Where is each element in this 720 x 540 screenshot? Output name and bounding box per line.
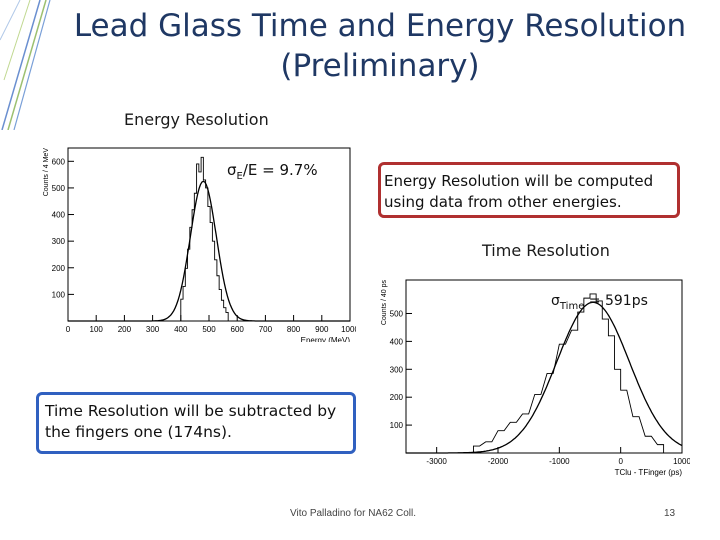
energy-xtick-label: 300 xyxy=(146,325,160,334)
energy-histogram-chart: 0 100 200 300 400 500 600 700 800 900 1000 100 200 30… xyxy=(43,147,356,342)
energy-sigma-value: /E = 9.7% xyxy=(242,161,318,179)
footer-author: Vito Palladino for NA62 Coll. xyxy=(290,508,416,519)
energy-ytick-label: 600 xyxy=(52,157,66,166)
time-ytick-label: 400 xyxy=(390,337,404,346)
energy-ytick-label: 100 xyxy=(52,290,66,299)
slide-title-line2: (Preliminary) xyxy=(280,48,480,84)
page-number: 13 xyxy=(664,508,676,519)
time-sigma-subscript: Time xyxy=(559,300,585,312)
time-note-box: Time Resolution will be subtracted by th… xyxy=(36,392,356,454)
energy-ytick-label: 400 xyxy=(52,211,66,220)
energy-xtick-label: 800 xyxy=(287,325,301,334)
time-ytick-label: 200 xyxy=(390,393,404,402)
time-xtick-label: 0 xyxy=(618,457,623,466)
time-xlabel: TClu - TFinger (ps) xyxy=(615,468,683,477)
time-ylabel: Counts / 40 ps xyxy=(381,280,388,326)
slide-title-line1: Lead Glass Time and Energy Resolution xyxy=(73,8,687,44)
energy-frame xyxy=(67,147,351,322)
slide-title: Lead Glass Time and Energy Resolution (P… xyxy=(40,6,720,86)
energy-xtick-label: 0 xyxy=(66,325,71,334)
energy-xtick-label: 200 xyxy=(118,325,132,334)
time-ytick-label: 100 xyxy=(390,421,404,430)
time-xtick-label: 1000 xyxy=(673,457,690,466)
energy-sigma-subscript: E xyxy=(236,171,243,182)
time-sigma-value: = 591ps xyxy=(584,293,648,309)
time-histogram-chart: -3000 -2000 -1000 0 1000 100 200 300 400 500 TClu … xyxy=(381,279,690,477)
time-ytick-label: 500 xyxy=(390,309,404,318)
energy-ytick-label: 200 xyxy=(52,264,66,273)
decorative-corner-lines xyxy=(0,0,51,130)
time-resolution-heading: Time Resolution xyxy=(482,241,610,260)
time-xtick-label: -1000 xyxy=(549,457,570,466)
time-sigma-label: σTime = 591ps xyxy=(551,293,648,312)
time-xtick-label: -3000 xyxy=(426,457,447,466)
energy-ylabel: Counts / 4 MeV xyxy=(43,148,50,197)
time-frame xyxy=(405,279,683,454)
time-sigma-symbol: σ xyxy=(551,293,560,309)
time-ytick-label: 300 xyxy=(390,365,404,374)
energy-xtick-label: 400 xyxy=(174,325,188,334)
energy-xtick-label: 900 xyxy=(315,325,329,334)
energy-note-box: Energy Resolution will be computed using… xyxy=(378,162,680,218)
energy-ytick-label: 500 xyxy=(52,184,66,193)
energy-ytick-label: 300 xyxy=(52,237,66,246)
time-xtick-label: -2000 xyxy=(488,457,509,466)
energy-xtick-label: 1000 xyxy=(341,325,356,334)
time-gaussian-fit xyxy=(406,301,683,454)
time-histogram-outline xyxy=(473,293,665,453)
energy-sigma-label: σE/E = 9.7% xyxy=(227,161,318,182)
energy-sigma-symbol: σ xyxy=(227,161,237,179)
energy-gaussian-fit xyxy=(68,180,350,322)
energy-resolution-heading: Energy Resolution xyxy=(124,110,269,129)
energy-xlabel: Energy (MeV) xyxy=(301,336,351,342)
energy-xtick-label: 600 xyxy=(231,325,245,334)
energy-xtick-label: 700 xyxy=(259,325,273,334)
energy-xtick-label: 100 xyxy=(90,325,104,334)
energy-xtick-label: 500 xyxy=(202,325,216,334)
